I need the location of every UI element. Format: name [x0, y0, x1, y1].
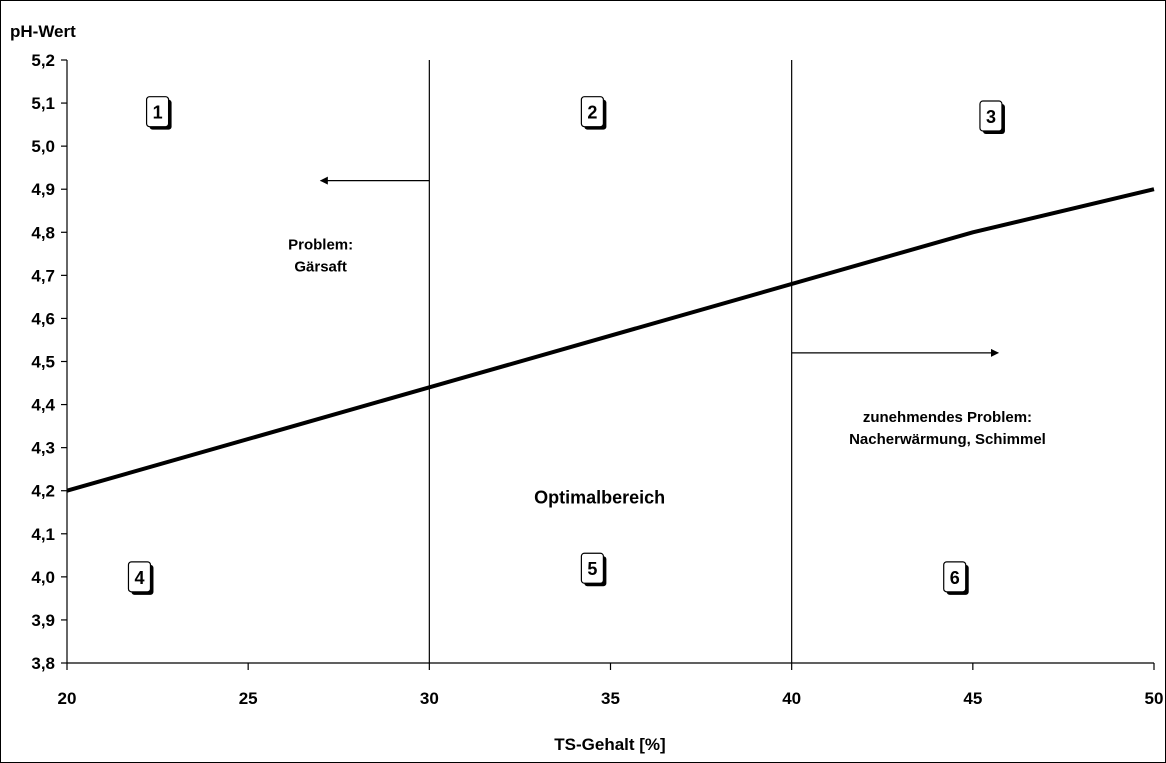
annotation-text: Problem:: [288, 237, 353, 254]
zone-marker: 3: [979, 100, 1005, 134]
zone-label: 6: [950, 568, 960, 588]
zone-box: [580, 552, 604, 584]
y-tick-label: 4,5: [31, 353, 55, 372]
annotation-text: Nacherwärmung, Schimmel: [849, 431, 1046, 448]
x-tick-label: 50: [1145, 689, 1164, 708]
y-tick-label: 4,7: [31, 266, 55, 285]
zone-box: [979, 100, 1003, 132]
zone-label: 2: [587, 103, 597, 123]
y-tick-label: 4,2: [31, 482, 55, 501]
y-tick-label: 4,4: [31, 396, 55, 415]
y-tick-label: 5,1: [31, 94, 55, 113]
zone-label: 4: [134, 568, 144, 588]
zone-label: 5: [587, 559, 597, 579]
y-tick-label: 4,1: [31, 525, 55, 544]
x-tick-label: 45: [963, 689, 982, 708]
y-tick-label: 5,2: [31, 51, 55, 70]
y-axis-title: pH-Wert: [10, 22, 76, 41]
zone-box: [145, 96, 170, 128]
x-tick-label: 35: [601, 689, 620, 708]
zone-box: [580, 96, 604, 128]
zone-label: 3: [986, 107, 996, 127]
y-tick-label: 4,9: [31, 180, 55, 199]
zone-marker: 2: [580, 96, 607, 130]
zone-marker: 4: [127, 561, 154, 595]
y-tick-label: 4,8: [31, 223, 55, 242]
zone-box: [943, 561, 967, 593]
y-tick-label: 3,8: [31, 654, 55, 673]
zone-marker: 6: [943, 561, 969, 595]
zone-label: 1: [153, 103, 163, 123]
y-tick-label: 5,0: [31, 137, 55, 156]
x-tick-label: 20: [58, 689, 77, 708]
annotation-text: Optimalbereich: [534, 488, 665, 508]
series-line: [66, 187, 1155, 493]
y-tick-label: 4,3: [31, 439, 55, 458]
zone-marker: 1: [145, 96, 172, 130]
x-axis-title: TS-Gehalt [%]: [554, 735, 665, 754]
x-tick-label: 30: [420, 689, 439, 708]
x-tick-label: 40: [782, 689, 801, 708]
annotation-text: zunehmendes Problem:: [863, 409, 1032, 426]
y-tick-label: 4,0: [31, 568, 55, 587]
y-tick-label: 4,6: [31, 309, 55, 328]
y-tick-label: 3,9: [31, 611, 55, 630]
x-tick-label: 25: [239, 689, 258, 708]
annotation-text: Gärsaft: [294, 259, 347, 276]
zone-marker: 5: [580, 552, 607, 587]
zone-box: [127, 561, 152, 593]
